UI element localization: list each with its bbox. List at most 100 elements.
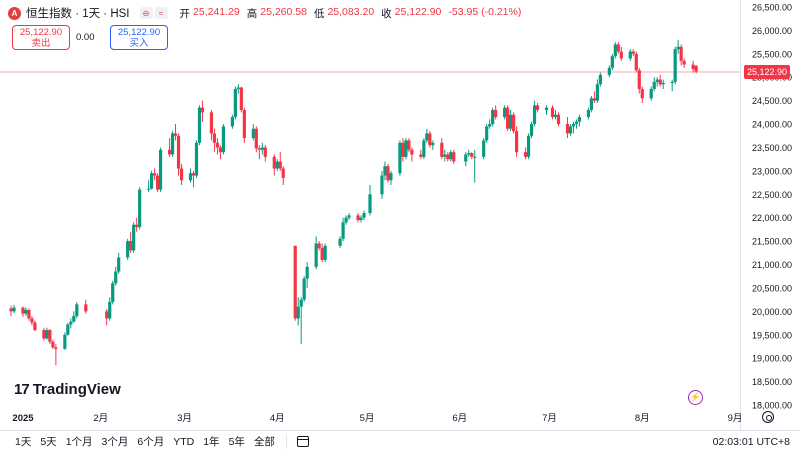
- hide-icon[interactable]: ⊖: [139, 7, 153, 19]
- candle: [574, 119, 579, 129]
- candle: [488, 119, 492, 129]
- symbol-badge[interactable]: A: [8, 6, 21, 20]
- candle: [173, 124, 178, 141]
- candle-body: [302, 278, 306, 300]
- candle-body: [45, 330, 49, 339]
- high-label: 高: [246, 7, 258, 20]
- candle-body: [422, 140, 426, 157]
- candle-body: [218, 147, 223, 153]
- candle-body: [655, 79, 659, 82]
- wave-icon[interactable]: ≈: [154, 7, 168, 19]
- candle: [592, 91, 596, 103]
- candle: [673, 46, 677, 85]
- candle: [449, 149, 453, 162]
- candle-body: [72, 316, 76, 322]
- candle: [637, 67, 641, 94]
- candle-body: [452, 152, 456, 162]
- candle: [129, 231, 133, 253]
- candle-body: [383, 166, 387, 176]
- candle-body: [470, 153, 474, 157]
- price-axis[interactable]: 26,500.0026,000.0025,500.0025,000.0024,5…: [752, 3, 792, 411]
- close-label: 收: [381, 7, 392, 20]
- candle: [108, 297, 112, 321]
- candle-body: [473, 156, 477, 158]
- range-5d[interactable]: 5天: [40, 436, 57, 448]
- candle: [512, 112, 516, 134]
- candle: [598, 72, 602, 87]
- tradingview-name: TradingView: [32, 381, 121, 398]
- buy-button[interactable]: 25,122.90 买入: [110, 25, 168, 50]
- candle: [150, 170, 154, 190]
- candle-body: [27, 309, 31, 319]
- candle-body: [347, 215, 351, 218]
- candle-body: [428, 133, 432, 146]
- candle: [24, 307, 28, 317]
- buy-price: 25,122.90: [117, 27, 161, 38]
- spread-value: 0.00: [76, 32, 95, 43]
- range-ytd[interactable]: YTD: [173, 435, 195, 448]
- range-1d[interactable]: 1天: [15, 436, 32, 448]
- candle-body: [242, 110, 246, 139]
- candle: [314, 236, 318, 270]
- candle-body: [152, 173, 157, 176]
- lightning-icon[interactable]: ⚡: [688, 390, 703, 405]
- candle: [197, 105, 202, 146]
- candle-body: [126, 241, 130, 258]
- candle-body: [616, 44, 620, 52]
- y-tick-label: 22,500.00: [752, 190, 792, 200]
- candle: [344, 215, 348, 225]
- x-tick-label: 7月: [542, 413, 557, 424]
- candle: [45, 327, 49, 340]
- range-1y[interactable]: 1年: [203, 436, 220, 448]
- clock-readout[interactable]: 02:03:01 UTC+8: [712, 436, 790, 448]
- candle: [503, 105, 507, 120]
- candle-body: [167, 149, 172, 155]
- gear-icon[interactable]: [762, 411, 774, 423]
- candle: [670, 79, 674, 92]
- range-all[interactable]: 全部: [253, 436, 275, 448]
- y-tick-label: 20,500.00: [752, 283, 792, 293]
- candle-body: [398, 142, 402, 174]
- candle-body: [84, 304, 88, 312]
- range-6m[interactable]: 6个月: [137, 436, 165, 448]
- tradingview-logo[interactable]: 17 TradingView: [14, 381, 121, 398]
- symbol-title[interactable]: 恒生指数 · 1天 · HSI: [26, 8, 130, 20]
- candle: [105, 309, 109, 326]
- candle-body: [155, 175, 160, 190]
- range-3m[interactable]: 3个月: [101, 436, 129, 448]
- candle-body: [293, 245, 297, 319]
- calendar-icon[interactable]: [296, 436, 309, 447]
- candle: [170, 131, 175, 157]
- candle-body: [221, 126, 226, 153]
- candle: [260, 142, 264, 155]
- candle: [126, 238, 130, 260]
- candle-body: [135, 224, 139, 228]
- candle-body: [24, 309, 28, 314]
- candle-body: [506, 107, 510, 129]
- candle: [275, 159, 279, 171]
- x-tick-label: 6月: [452, 413, 467, 424]
- sell-button[interactable]: 25,122.90 卖出: [12, 25, 70, 50]
- candle: [338, 236, 342, 249]
- candle: [66, 323, 70, 336]
- candle-body: [571, 124, 576, 127]
- candle: [188, 168, 193, 183]
- range-5y[interactable]: 5年: [228, 436, 245, 448]
- candle-body: [69, 321, 73, 325]
- y-tick-label: 26,000.00: [752, 26, 792, 36]
- candle: [443, 149, 447, 162]
- candle-body: [257, 148, 261, 150]
- candle-body: [191, 173, 196, 176]
- candle: [655, 77, 659, 87]
- candle: [209, 110, 214, 141]
- bottom-toolbar: 1天 5天 1个月 3个月 6个月 YTD 1年 5年 全部 02:03:01 …: [0, 430, 800, 452]
- time-axis[interactable]: 2025 2月 3月 4月 5月 6月 7月 8月 9月: [12, 413, 742, 424]
- range-1m[interactable]: 1个月: [65, 436, 93, 448]
- candle-body: [9, 308, 13, 312]
- candle-body: [676, 46, 680, 50]
- candle-body: [628, 51, 632, 59]
- candle: [359, 215, 363, 223]
- candle: [649, 86, 653, 101]
- candle-body: [296, 306, 300, 319]
